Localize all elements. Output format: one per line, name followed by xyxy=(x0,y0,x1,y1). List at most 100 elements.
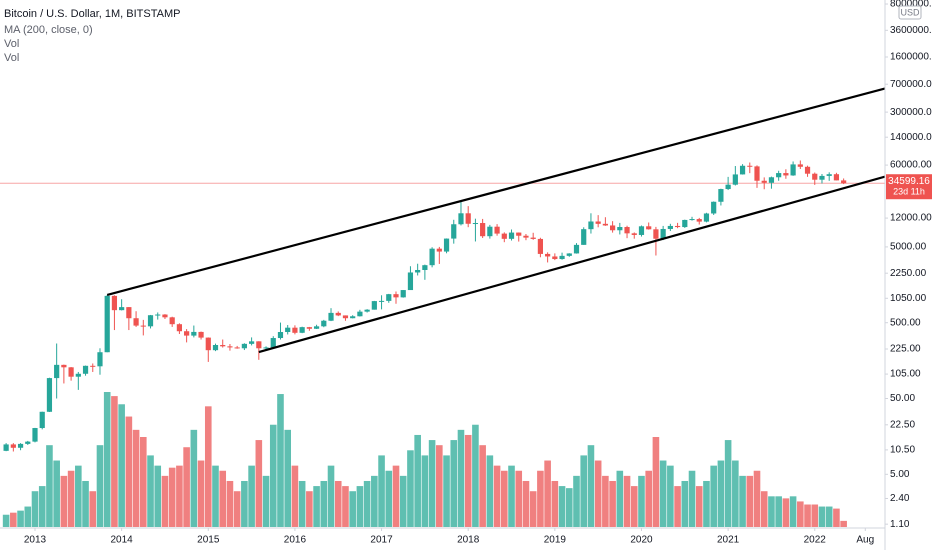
volume-bar xyxy=(269,424,277,527)
volume-bar xyxy=(168,467,176,527)
indicator-label[interactable]: Vol xyxy=(4,52,19,64)
volume-bar xyxy=(24,506,32,527)
candle-body xyxy=(184,331,190,336)
volume-bar xyxy=(768,496,775,527)
candle-body xyxy=(747,165,753,167)
candle-body xyxy=(516,232,522,236)
volume-bar xyxy=(241,480,248,527)
volume-bar xyxy=(125,416,133,527)
volume-bar xyxy=(717,460,725,527)
candle-body xyxy=(804,166,811,174)
candle-body xyxy=(790,164,796,176)
candle-body xyxy=(328,312,334,321)
candle-body xyxy=(718,189,724,202)
volume-bar xyxy=(176,465,183,527)
volume-bar xyxy=(501,470,508,527)
candle-body xyxy=(819,175,825,180)
candle-body xyxy=(263,347,269,349)
volume-bar xyxy=(450,440,458,527)
candle-body xyxy=(783,173,789,176)
volume-bar xyxy=(630,486,638,527)
volume-bar xyxy=(31,491,39,527)
x-tick-label: 2017 xyxy=(370,535,393,546)
candle-body xyxy=(400,290,406,298)
x-tick-label: 2022 xyxy=(804,535,827,546)
y-tick-label: 2.40 xyxy=(890,493,910,504)
y-tick-label: 500.00 xyxy=(890,317,921,328)
candle-body xyxy=(393,294,399,298)
volume-bar xyxy=(522,480,530,527)
candle-body xyxy=(631,233,637,235)
volume-bar xyxy=(840,520,847,527)
x-tick-label: 2013 xyxy=(24,535,47,546)
volume-bar xyxy=(746,475,754,527)
volume-bar xyxy=(103,392,111,527)
volume-bar xyxy=(89,491,97,527)
candle-body xyxy=(212,345,219,351)
candle-body xyxy=(725,184,731,190)
candle-body xyxy=(501,233,507,239)
volume-bar xyxy=(479,445,486,527)
candle-body xyxy=(104,295,110,353)
volume-bar xyxy=(486,455,494,527)
candle-body xyxy=(465,213,471,224)
candle-body xyxy=(494,226,500,234)
volume-bar xyxy=(2,514,10,527)
volume-bar xyxy=(298,480,306,527)
candle-body xyxy=(140,325,146,327)
volume-bar xyxy=(313,486,320,527)
candle-body xyxy=(234,347,240,349)
candle-body xyxy=(545,253,551,257)
x-tick-label: Aug xyxy=(856,535,874,546)
volume-bar xyxy=(739,475,746,527)
volume-bar xyxy=(529,491,537,527)
candle-body xyxy=(588,221,594,230)
candle-body xyxy=(667,225,673,229)
volume-bar xyxy=(75,465,82,527)
candle-body xyxy=(696,219,702,222)
volume-bar xyxy=(436,445,443,527)
candle-body xyxy=(335,312,341,316)
y-tick-label: 1600000.00 xyxy=(890,52,932,63)
axes: 8000000.00 3600000.00 1600000.00 700000.00 3… xyxy=(24,0,932,546)
candle-body xyxy=(17,443,24,448)
volume-bar xyxy=(551,480,559,527)
candle-body xyxy=(285,327,291,333)
candle-body xyxy=(75,373,81,377)
y-tick-label: 140000.00 xyxy=(890,132,932,143)
candle-body xyxy=(342,315,349,319)
candle-body xyxy=(46,378,53,412)
volume-bar xyxy=(46,445,53,527)
currency-box[interactable] xyxy=(898,5,922,20)
volume-bar xyxy=(537,470,544,527)
volume-bar xyxy=(659,460,667,527)
candle-body xyxy=(732,174,738,185)
candle-body xyxy=(205,337,211,351)
volume-bar xyxy=(789,496,797,527)
y-tick-label: 300000.00 xyxy=(890,107,932,118)
volume-bar xyxy=(327,465,335,527)
volume-bar xyxy=(392,465,400,527)
candle-body xyxy=(111,295,118,311)
candle-body xyxy=(812,173,818,180)
volume-bar xyxy=(320,480,328,527)
volume-bar xyxy=(414,434,421,527)
indicator-label[interactable]: Vol xyxy=(4,38,19,50)
x-tick-label: 2018 xyxy=(457,535,480,546)
candle-body xyxy=(537,238,543,254)
volume-bar xyxy=(811,504,819,527)
volume-bar xyxy=(277,394,284,527)
volume-bar xyxy=(219,470,227,527)
volume-bar xyxy=(667,465,674,527)
volume-bar xyxy=(638,475,645,527)
volume-bar xyxy=(443,455,450,527)
volume-bar xyxy=(96,445,104,527)
volume-bar xyxy=(378,455,385,527)
x-tick-label: 2019 xyxy=(544,535,567,546)
indicator-label[interactable]: MA (200, close, 0) xyxy=(4,24,93,36)
candle-body xyxy=(155,314,161,316)
volume-bar xyxy=(140,437,147,527)
candle-body xyxy=(191,331,197,336)
candle-body xyxy=(761,180,767,183)
volume-bar xyxy=(428,440,436,527)
